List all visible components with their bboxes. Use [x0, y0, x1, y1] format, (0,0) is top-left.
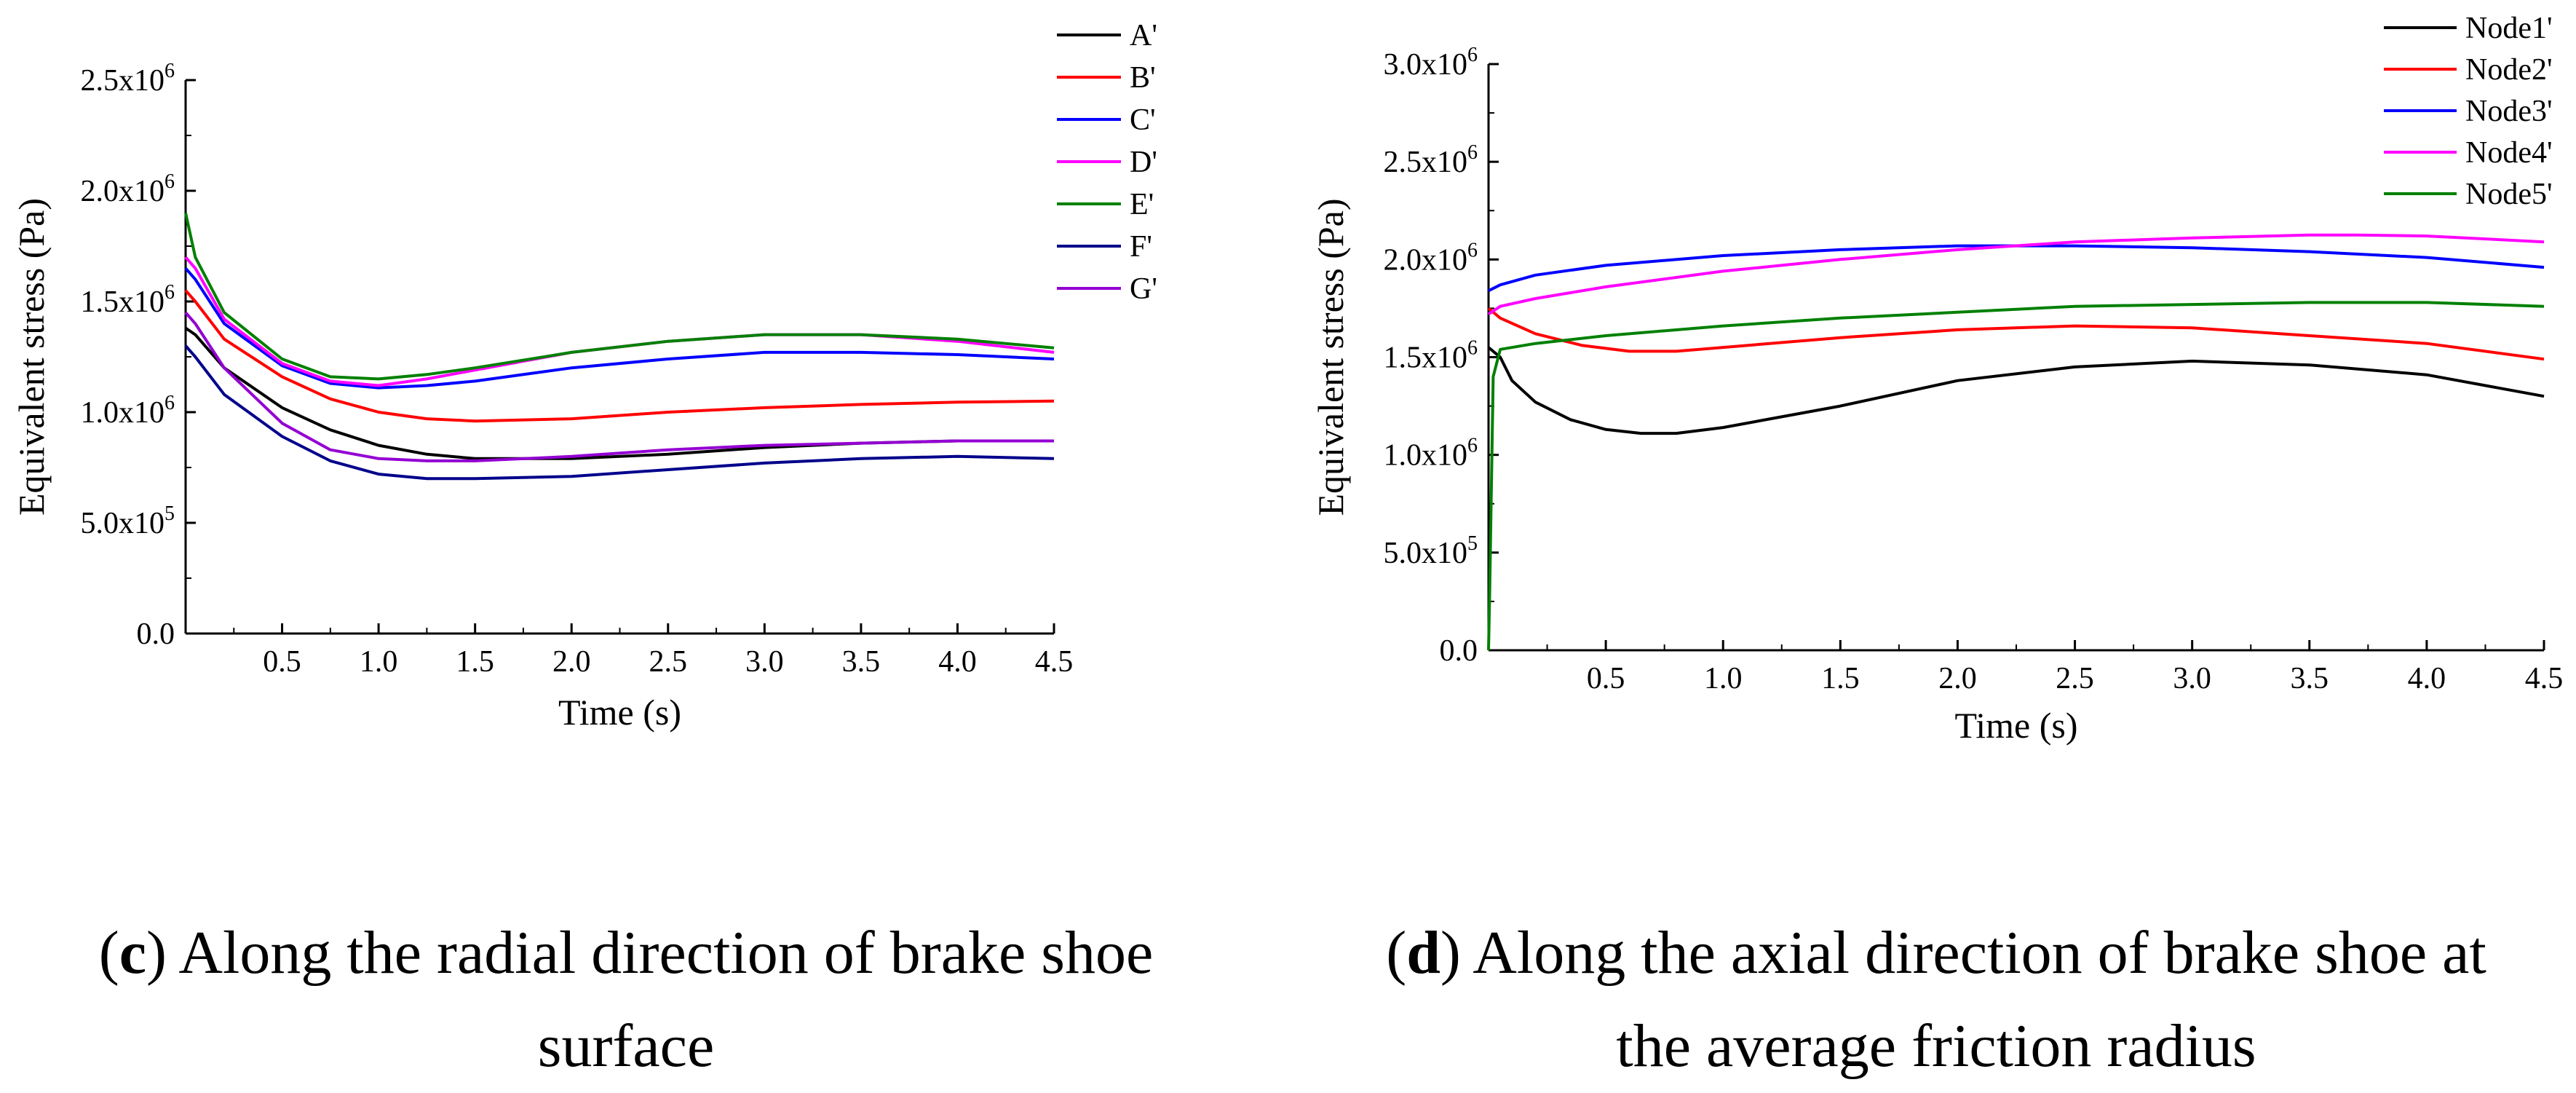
x-tick-label: 0.5	[1587, 662, 1625, 695]
y-tick-label: 2.5x106	[81, 60, 175, 98]
caption-c-line2: surface	[537, 1012, 715, 1080]
x-tick-label: 4.0	[2408, 662, 2446, 695]
y-tick-label: 1.0x106	[81, 392, 175, 430]
legend-label: B'	[1130, 61, 1156, 95]
x-tick-label: 4.5	[2525, 662, 2564, 695]
y-tick-label: 0.0	[1440, 634, 1478, 668]
chart-d: 0.5 1.0 1.5 2.0 2.5 3.0 3.5 4.0 4.5 0.0 5.0x105 1.0…	[1310, 12, 2563, 746]
y-tick-label: 1.5x106	[81, 281, 175, 319]
legend-label: Node4'	[2465, 136, 2553, 170]
x-tick-label: 2.5	[649, 645, 688, 679]
caption-d-line1: (d) Along the axial direction of brake s…	[1386, 919, 2486, 987]
legend-label: D'	[1130, 146, 1157, 179]
x-tick-label: 1.5	[1821, 662, 1860, 695]
legend-label: C'	[1130, 103, 1156, 137]
x-tick-label: 3.5	[842, 645, 881, 679]
series-line-C	[184, 267, 1055, 390]
y-tick-label: 2.5x106	[1384, 141, 1478, 179]
series-line-Node3	[1488, 244, 2545, 293]
chart-c: 0.5 1.0 1.5 2.0 2.5 3.0 3.5 4.0 4.5 0.0 5.0x105 1.0…	[11, 19, 1157, 733]
series-line-Node2	[1487, 307, 2545, 361]
y-tick-label: 2.0x106	[81, 170, 175, 208]
series-line-B	[184, 289, 1055, 423]
y-tick-label: 3.0x106	[1384, 44, 1478, 82]
series-line-Node1	[1487, 346, 2545, 435]
y-tick-label: 2.0x106	[1384, 239, 1478, 277]
series-line-E	[184, 212, 1055, 381]
caption-c: (c) Along the radial direction of brake …	[73, 907, 1179, 1093]
legend-label: Node3'	[2465, 95, 2553, 128]
x-tick-label: 2.0	[1938, 662, 1977, 695]
x-axis-title: Time (s)	[1954, 705, 2077, 746]
x-tick-label: 2.5	[2056, 662, 2094, 695]
x-tick-label: 1.5	[456, 645, 494, 679]
caption-c-letter: c	[119, 919, 147, 987]
caption-d-line2: the average friction radius	[1616, 1012, 2256, 1080]
caption-d-letter: d	[1406, 919, 1440, 987]
y-tick-label: 5.0x105	[81, 502, 175, 540]
series-line-F	[184, 344, 1055, 481]
series-line-Node4	[1487, 233, 2545, 316]
x-tick-label: 3.0	[745, 645, 784, 679]
x-tick-label: 1.0	[360, 645, 398, 679]
x-tick-label: 0.5	[263, 645, 301, 679]
series-line-G	[184, 311, 1054, 462]
x-tick-label: 1.0	[1704, 662, 1743, 695]
legend-label: G'	[1130, 272, 1157, 306]
caption-d: (d) Along the axial direction of brake s…	[1310, 907, 2562, 1093]
legend-label: Node1'	[2465, 12, 2553, 45]
series-line-D	[184, 256, 1055, 387]
series-line-Node5	[1487, 301, 2545, 651]
legend-label: Node5'	[2465, 178, 2553, 211]
x-tick-label: 4.0	[938, 645, 977, 679]
legend-label: F'	[1130, 230, 1152, 264]
legend-label: E'	[1130, 188, 1154, 221]
y-axis-title: Equivalent stress (Pa)	[11, 198, 52, 516]
legend-label: Node2'	[2465, 53, 2553, 87]
legend-label: A'	[1130, 19, 1157, 52]
y-tick-label: 0.0	[137, 617, 175, 651]
y-tick-label: 1.0x106	[1384, 435, 1478, 473]
y-tick-label: 5.0x105	[1384, 532, 1478, 570]
caption-c-line1: (c) Along the radial direction of brake …	[98, 919, 1154, 987]
x-axis-title: Time (s)	[558, 692, 681, 733]
y-axis-title: Equivalent stress (Pa)	[1310, 198, 1351, 516]
y-tick-label: 1.5x106	[1384, 337, 1478, 375]
x-tick-label: 3.0	[2173, 662, 2211, 695]
x-tick-label: 2.0	[552, 645, 591, 679]
x-tick-label: 3.5	[2291, 662, 2329, 695]
x-tick-label: 4.5	[1035, 645, 1074, 679]
